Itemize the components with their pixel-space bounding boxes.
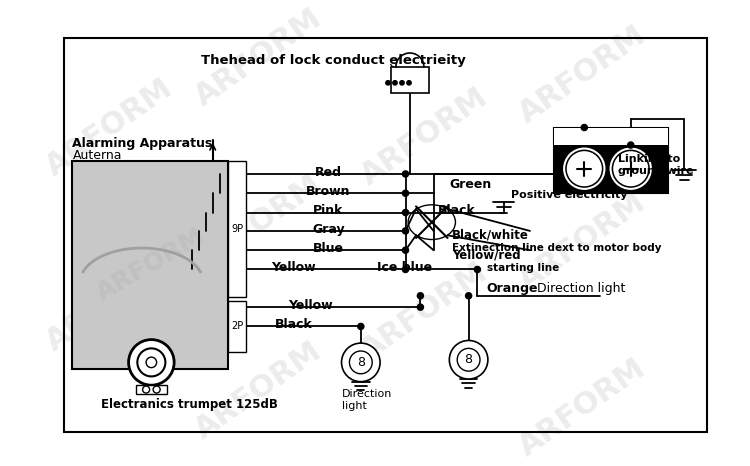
Text: 8: 8	[357, 356, 364, 369]
Circle shape	[153, 386, 160, 393]
Circle shape	[581, 124, 587, 130]
Text: starting line: starting line	[487, 263, 560, 273]
Circle shape	[128, 340, 174, 385]
Bar	[229, 301, 246, 352]
Circle shape	[350, 351, 372, 374]
Text: Red: Red	[315, 166, 342, 179]
Text: Orange: Orange	[486, 282, 538, 295]
Text: ARFORM: ARFORM	[190, 170, 327, 278]
Text: Positive electricity: Positive electricity	[511, 190, 627, 200]
Text: ARFORM: ARFORM	[514, 187, 651, 295]
Text: Alarming Apparatus: Alarming Apparatus	[73, 137, 213, 150]
Bar	[136, 385, 167, 394]
Circle shape	[403, 267, 409, 273]
Circle shape	[474, 267, 481, 273]
Circle shape	[458, 349, 480, 371]
Text: Extinection line dext to motor body: Extinection line dext to motor body	[452, 243, 662, 254]
Text: Gray: Gray	[312, 223, 345, 236]
Circle shape	[417, 293, 424, 299]
Bar	[73, 161, 229, 370]
Circle shape	[403, 228, 409, 234]
Circle shape	[386, 81, 390, 85]
Circle shape	[406, 81, 411, 85]
Text: Auterna: Auterna	[73, 149, 122, 162]
Circle shape	[564, 149, 604, 189]
Text: ARFORM: ARFORM	[92, 225, 208, 306]
Circle shape	[358, 323, 364, 329]
Text: Green: Green	[449, 178, 491, 191]
Circle shape	[403, 209, 409, 216]
Bar	[391, 67, 429, 93]
Circle shape	[466, 293, 472, 299]
Text: Yellow: Yellow	[271, 261, 316, 274]
Circle shape	[403, 190, 409, 196]
Circle shape	[341, 343, 380, 382]
Text: ARFORM: ARFORM	[514, 21, 651, 129]
Text: ARFORM: ARFORM	[356, 257, 494, 366]
Text: 2P: 2P	[231, 322, 243, 331]
Circle shape	[146, 357, 157, 368]
Text: ARFORM: ARFORM	[40, 248, 178, 357]
Bar	[229, 161, 246, 297]
Circle shape	[142, 386, 149, 393]
Text: Black: Black	[274, 318, 312, 331]
Text: ARFORM: ARFORM	[40, 73, 178, 182]
Circle shape	[610, 149, 651, 189]
Text: Yellow/red: Yellow/red	[452, 248, 520, 261]
Circle shape	[393, 81, 398, 85]
Circle shape	[567, 151, 602, 186]
Circle shape	[400, 81, 404, 85]
Circle shape	[403, 247, 409, 254]
Text: Ice blue: Ice blue	[376, 261, 432, 274]
Text: Electranics trumpet 125dB: Electranics trumpet 125dB	[100, 398, 278, 411]
Text: ARFORM: ARFORM	[190, 336, 327, 445]
Text: Yellow: Yellow	[289, 299, 333, 312]
Text: Black: Black	[438, 204, 476, 217]
Circle shape	[403, 171, 409, 177]
Circle shape	[449, 341, 488, 379]
Circle shape	[614, 151, 648, 186]
Text: Linking to
ground wire: Linking to ground wire	[617, 154, 693, 176]
Text: Brown: Brown	[306, 185, 351, 198]
Bar	[554, 128, 668, 193]
Circle shape	[417, 304, 424, 310]
Text: Blue: Blue	[313, 242, 344, 255]
Text: ARFORM: ARFORM	[356, 82, 494, 191]
Circle shape	[137, 349, 166, 377]
Text: ARFORM: ARFORM	[190, 3, 327, 112]
Text: 8: 8	[464, 353, 472, 366]
Text: ARFORM: ARFORM	[514, 354, 651, 462]
Bar	[554, 128, 668, 145]
Text: Direction
light: Direction light	[341, 389, 392, 411]
Circle shape	[628, 142, 634, 148]
Text: Black/white: Black/white	[452, 229, 529, 242]
Text: Pink: Pink	[314, 204, 344, 217]
Text: Direction light: Direction light	[537, 282, 626, 295]
Text: 9P: 9P	[231, 224, 243, 234]
Text: Thehead of lock conduct electrieity: Thehead of lock conduct electrieity	[201, 54, 466, 67]
